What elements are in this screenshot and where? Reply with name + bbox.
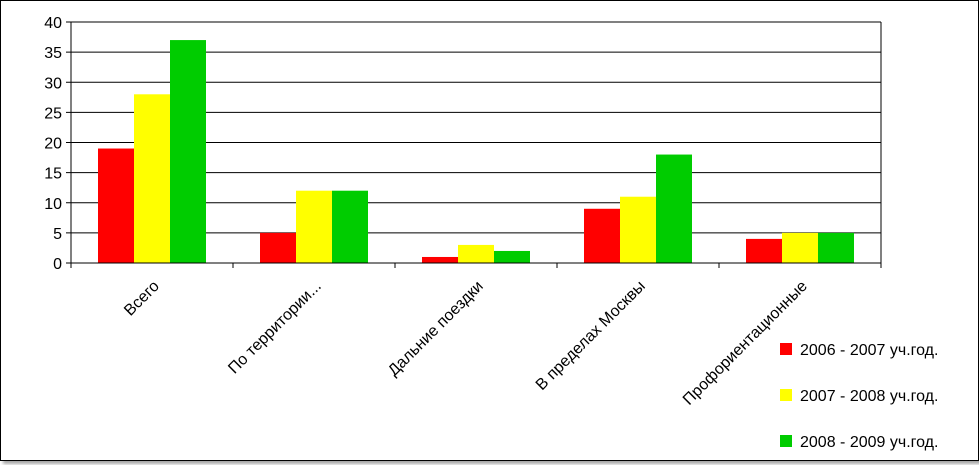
x-tick-label: По территории... — [225, 278, 325, 378]
bar — [620, 196, 656, 263]
bar — [134, 94, 170, 263]
legend-swatch — [780, 343, 792, 355]
y-tick-label: 35 — [44, 45, 62, 62]
y-tick-labels: 0 5 10 15 20 25 30 35 40 — [44, 15, 62, 273]
bars — [98, 40, 854, 264]
legend-swatch — [780, 435, 792, 447]
y-tick-label: 10 — [44, 196, 62, 213]
y-tick-label: 5 — [53, 226, 62, 243]
bar — [422, 256, 458, 263]
y-tick-label: 25 — [44, 105, 62, 122]
bar — [98, 148, 134, 263]
bar — [260, 232, 296, 263]
bar — [656, 154, 692, 263]
x-tick-label: В пределах Москвы — [533, 278, 649, 394]
bar — [494, 250, 530, 263]
bar — [458, 244, 494, 263]
legend-label: 2008 - 2009 уч.год. — [800, 434, 938, 451]
bar — [296, 190, 332, 263]
y-tick-label: 15 — [44, 166, 62, 183]
bar — [332, 190, 368, 263]
y-tick-label: 0 — [53, 256, 62, 273]
y-tick-label: 30 — [44, 75, 62, 92]
y-tick-label: 20 — [44, 136, 62, 153]
bar — [746, 238, 782, 263]
bar — [818, 232, 854, 263]
legend: 2006 - 2007 уч.год. 2007 - 2008 уч.год. 20… — [780, 342, 938, 451]
legend-swatch — [780, 389, 792, 401]
bar — [782, 232, 818, 263]
legend-label: 2006 - 2007 уч.год. — [800, 342, 938, 359]
x-tick-label: Всего — [121, 278, 163, 320]
y-tick-label: 40 — [44, 15, 62, 32]
x-tick-labels: Всего По территории... Дальние поездки В пр… — [121, 278, 811, 409]
x-tick-label: Дальние поездки — [385, 278, 487, 380]
axes — [66, 21, 882, 268]
bar — [170, 40, 206, 264]
legend-label: 2007 - 2008 уч.год. — [800, 388, 938, 405]
bar — [584, 208, 620, 263]
